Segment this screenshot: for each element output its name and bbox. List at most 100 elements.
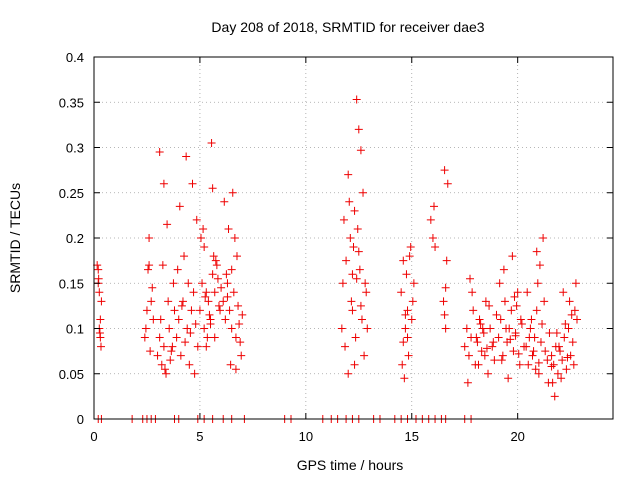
data-point [193,342,202,351]
data-point [225,306,234,315]
data-point [431,243,440,252]
data-point [166,356,175,365]
data-point [186,329,195,338]
data-point [144,265,153,274]
data-point [401,310,410,319]
data-point [159,179,168,188]
data-point [515,360,524,369]
data-point [495,279,504,288]
data-point [199,224,208,233]
data-point [231,333,240,342]
data-point [235,319,244,328]
data-point [534,369,543,378]
data-point [560,333,569,342]
data-point [195,306,204,315]
data-point [428,234,437,242]
data-point [196,234,205,242]
data-point [349,243,358,252]
data-point [209,252,218,261]
data-point [210,288,219,297]
data-point [185,360,194,369]
data-point [527,315,536,324]
data-point [356,146,365,155]
y-tick-label: 0.35 [59,95,84,110]
data-point [94,265,103,274]
data-point [164,297,173,306]
data-point [528,351,537,360]
data-point [159,342,168,351]
data-point [95,288,104,297]
data-point [356,301,365,310]
data-point [490,356,499,365]
data-point [346,234,355,242]
data-point [210,333,219,342]
y-tick-label: 0.15 [59,276,84,291]
data-point [227,265,236,274]
data-point [516,315,525,324]
data-point [558,356,567,365]
data-point [567,310,576,319]
data-point [205,310,214,319]
data-point [355,265,364,274]
data-point [221,315,230,324]
data-point [190,369,199,378]
data-point [485,301,494,310]
data-point [469,306,478,315]
data-point [203,333,212,342]
x-tick-label: 5 [196,429,203,444]
data-point [217,283,226,292]
data-point [229,288,238,297]
data-point [514,349,523,358]
data-point [202,342,211,351]
data-points [93,95,581,423]
data-point [213,274,222,283]
data-point [556,347,565,356]
data-point [191,319,200,328]
data-point [529,347,538,356]
data-point [200,324,209,333]
data-point [220,197,229,206]
data-point [177,301,186,310]
data-point [570,306,579,315]
data-point [511,331,520,340]
data-point [399,256,408,265]
data-point [566,351,575,360]
data-point [468,288,477,297]
data-point [397,288,406,297]
data-point [526,324,535,333]
data-point [539,234,548,242]
axis-ticks: 0 0.05 0.1 0.15 0.2 0.25 0.3 0.35 0.4 0 5 10 15 20 [59,50,613,444]
data-point [400,374,409,383]
data-point [568,338,577,347]
data-point [476,319,485,328]
data-point [482,344,491,353]
data-point [352,274,361,283]
data-point [96,342,105,351]
data-point [363,324,372,333]
data-point [532,306,541,315]
data-point [223,292,232,301]
data-point [486,324,495,333]
data-point [149,315,158,324]
data-point [359,188,368,197]
data-point [342,256,351,265]
data-point [522,342,531,351]
data-point [547,362,556,371]
data-point [184,279,193,288]
y-tick-label: 0 [77,412,84,427]
y-tick-label: 0.25 [59,186,84,201]
data-point [158,261,167,270]
data-point [547,351,556,360]
data-point [339,215,348,224]
data-point [552,329,561,338]
data-point [238,310,247,319]
data-point [504,374,513,383]
data-point [97,297,106,306]
data-point [187,306,196,315]
data-point [234,301,243,310]
data-point [354,247,363,256]
data-point [345,197,354,206]
data-point [553,369,562,378]
x-axis-label: GPS time / hours [297,457,404,473]
